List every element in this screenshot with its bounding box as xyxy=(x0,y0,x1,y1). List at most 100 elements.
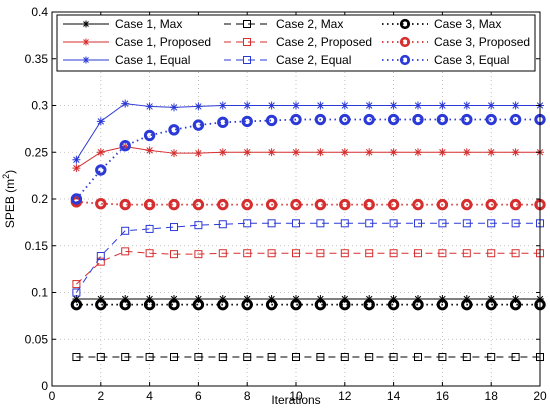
data-point-star xyxy=(340,101,349,110)
data-point-circle xyxy=(241,198,253,211)
data-point-circle xyxy=(485,113,497,126)
data-point-star xyxy=(438,148,447,157)
data-point-square xyxy=(487,353,496,362)
data-point-circle xyxy=(95,197,107,210)
data-point-circle xyxy=(412,198,424,211)
x-tick-label: 8 xyxy=(244,389,251,403)
data-point-circle xyxy=(70,193,83,205)
data-point-square xyxy=(243,20,251,28)
data-point-circle xyxy=(387,298,400,311)
data-point-square xyxy=(389,219,398,228)
data-point-square xyxy=(292,353,300,362)
data-point-square xyxy=(487,219,496,228)
legend-label: Case 2, Proposed xyxy=(276,35,372,49)
data-point-circle xyxy=(314,113,327,126)
data-point-circle xyxy=(265,114,278,127)
data-point-star xyxy=(365,101,374,110)
data-point-square xyxy=(414,249,422,258)
data-point-square xyxy=(72,280,81,289)
data-point-square xyxy=(194,221,203,230)
y-tick-label: 0.35 xyxy=(25,52,49,66)
data-point-square xyxy=(267,353,276,362)
data-point-circle xyxy=(143,298,156,311)
y-axis-label-superscript: 2 xyxy=(1,174,11,179)
data-point-circle xyxy=(339,113,351,126)
legend-entry-case-3-proposed: Case 3, Proposed xyxy=(382,35,530,49)
legend-entry-case-2-max: Case 2, Max xyxy=(224,17,343,31)
data-point-square xyxy=(316,249,325,258)
data-point-square xyxy=(218,220,227,229)
data-point-star xyxy=(82,56,90,64)
data-point-circle xyxy=(95,164,107,176)
data-point-circle xyxy=(399,54,411,66)
data-point-circle xyxy=(314,198,327,211)
data-point-square xyxy=(267,249,276,258)
data-point-circle xyxy=(412,113,424,126)
data-point-circle xyxy=(485,298,497,311)
data-point-circle xyxy=(461,113,473,126)
data-point-circle xyxy=(314,298,327,311)
data-point-star xyxy=(389,148,398,157)
data-point-star xyxy=(316,101,325,110)
data-point-square xyxy=(145,353,154,362)
data-point-star xyxy=(218,148,227,157)
legend-label: Case 1, Max xyxy=(115,17,182,31)
data-point-star xyxy=(121,99,130,108)
legend-label: Case 2, Max xyxy=(276,17,343,31)
data-point-circle xyxy=(217,116,229,129)
data-point-star xyxy=(487,101,496,110)
legend-entry-case-1-max: Case 1, Max xyxy=(63,17,182,31)
data-point-star xyxy=(414,101,422,110)
data-point-square xyxy=(72,353,81,362)
data-point-square xyxy=(438,353,447,362)
data-point-square xyxy=(243,353,252,362)
y-tick-label: 0.1 xyxy=(31,286,48,300)
data-point-square xyxy=(487,249,496,258)
data-point-star xyxy=(316,148,325,157)
data-point-square xyxy=(438,219,447,228)
legend-label: Case 1, Proposed xyxy=(115,35,211,49)
data-point-square xyxy=(96,353,105,362)
data-point-square xyxy=(365,249,374,258)
data-point-square xyxy=(145,224,154,233)
y-tick-label: 0 xyxy=(41,379,48,393)
x-tick-label: 16 xyxy=(436,389,450,403)
data-point-circle xyxy=(509,113,522,126)
data-point-circle xyxy=(436,198,449,211)
data-point-circle xyxy=(265,198,278,211)
y-axis-label-main: SPEB (m xyxy=(3,179,17,228)
legend-label: Case 3, Proposed xyxy=(434,35,530,49)
data-point-star xyxy=(121,142,130,151)
y-tick-label: 0.15 xyxy=(25,239,49,253)
data-point-square xyxy=(267,219,276,228)
data-point-star xyxy=(170,103,178,112)
x-tick-label: 2 xyxy=(97,389,104,403)
data-point-circle xyxy=(241,115,253,128)
data-point-square xyxy=(340,219,349,228)
data-point-square xyxy=(121,247,130,256)
data-point-circle xyxy=(339,198,351,211)
legend-label: Case 3, Equal xyxy=(434,53,509,67)
legend-entry-case-1-proposed: Case 1, Proposed xyxy=(63,35,211,49)
data-point-circle xyxy=(168,298,180,311)
data-point-star xyxy=(511,148,520,157)
data-point-circle xyxy=(168,124,180,136)
data-point-circle xyxy=(461,198,473,211)
data-point-circle xyxy=(95,298,107,311)
data-point-square xyxy=(292,219,300,228)
data-point-square xyxy=(145,249,154,258)
data-point-square xyxy=(121,226,130,235)
data-point-square xyxy=(511,219,520,228)
y-axis-label-close: ) xyxy=(3,170,17,174)
x-tick-label: 10 xyxy=(289,389,303,403)
data-point-circle xyxy=(265,298,278,311)
data-point-circle xyxy=(290,298,302,311)
series-case-3-equal xyxy=(70,113,546,205)
data-point-square xyxy=(340,249,349,258)
data-point-star xyxy=(267,101,276,110)
data-point-square xyxy=(243,249,252,258)
x-tick-label: 20 xyxy=(533,389,547,403)
x-tick-label: 0 xyxy=(49,389,56,403)
data-point-star xyxy=(194,149,203,158)
data-point-star xyxy=(267,148,276,157)
